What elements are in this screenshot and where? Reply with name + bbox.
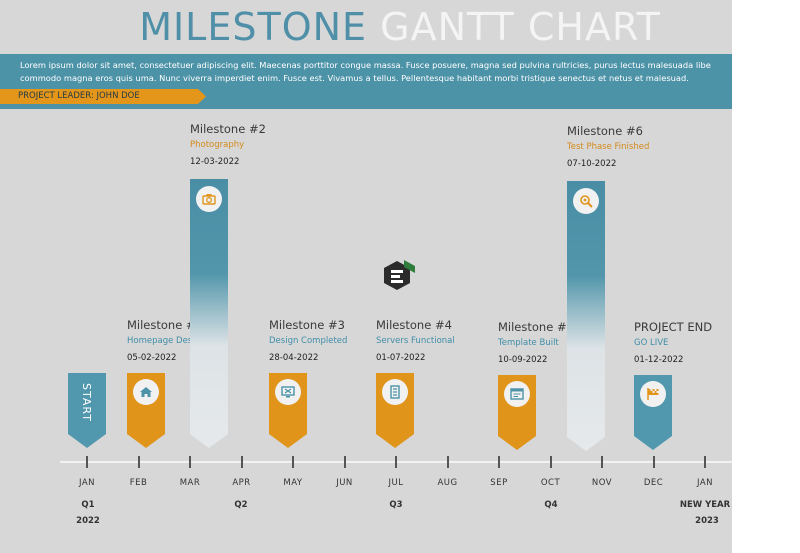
- milestone-2-info: Milestone #2 Photography 12-03-2022: [190, 122, 266, 167]
- milestone-1-name: Milestone #1: [127, 318, 203, 332]
- page-title: MILESTONE GANTT CHART: [0, 5, 732, 49]
- milestone-2-marker: [190, 179, 228, 448]
- month-label: JAN: [696, 478, 714, 488]
- milestone-6-date: 07-10-2022: [567, 159, 617, 169]
- month-label: JAN: [78, 478, 96, 488]
- milestone-5-date: 10-09-2022: [498, 355, 548, 365]
- new-year-label: NEW YEAR: [679, 500, 731, 510]
- milestone-4-marker: [376, 373, 414, 448]
- month-tick: [652, 456, 655, 468]
- description-text: Lorem ipsum dolor sit amet, consectetuer…: [20, 59, 732, 84]
- milestone-4-info: Milestone #4 Servers Functional 01-07-20…: [376, 318, 455, 363]
- milestone-3-subtitle: Design Completed: [269, 336, 348, 346]
- milestone-6-info: Milestone #6 Test Phase Finished 07-10-2…: [567, 124, 649, 169]
- month-label: AUG: [437, 478, 458, 488]
- month-tick: [549, 456, 552, 468]
- monitor-icon: [275, 379, 301, 405]
- milestone-2-date: 12-03-2022: [190, 157, 240, 167]
- description-line-1: Lorem ipsum dolor sit amet, consectetuer…: [20, 60, 711, 70]
- month-tick: [601, 456, 603, 468]
- title-part-1: MILESTONE: [139, 5, 368, 49]
- project-end-info: PROJECT END GO LIVE 01-12-2022: [634, 320, 712, 365]
- milestone-5-info: Milestone #5 Template Built 10-09-2022: [498, 320, 574, 365]
- month-label: JUN: [336, 478, 353, 488]
- start-label: START: [80, 383, 93, 422]
- quarter-label-q2: Q2: [234, 500, 248, 510]
- milestone-3-marker: [269, 373, 307, 448]
- month-tick: [137, 456, 140, 468]
- milestone-1-subtitle: Homepage Designed: [127, 336, 217, 346]
- magnifier-icon: [573, 188, 599, 214]
- milestone-6-name: Milestone #6: [567, 124, 643, 138]
- milestone-2-name: Milestone #2: [190, 122, 266, 136]
- month-tick: [86, 456, 88, 468]
- milestone-5-name: Milestone #5: [498, 320, 574, 334]
- milestone-2-subtitle: Photography: [190, 140, 245, 150]
- month-label: DEC: [643, 478, 664, 488]
- milestone-1-date: 05-02-2022: [127, 353, 177, 363]
- month-label: APR: [232, 478, 251, 488]
- month-tick: [446, 456, 449, 468]
- quarter-label-q4: Q4: [544, 500, 558, 510]
- month-label: MAY: [283, 478, 303, 488]
- milestone-6-marker: [567, 181, 605, 451]
- month-label: OCT: [540, 478, 561, 488]
- milestone-3-name: Milestone #3: [269, 318, 345, 332]
- browser-window-icon: [504, 381, 530, 407]
- server-icon: [382, 379, 408, 405]
- month-tick: [240, 456, 243, 468]
- camera-icon: [196, 186, 222, 212]
- month-tick: [189, 456, 191, 468]
- project-end-subtitle: GO LIVE: [634, 338, 669, 348]
- year-label-start: 2022: [76, 516, 100, 526]
- project-end-marker: [634, 375, 672, 450]
- milestone-4-subtitle: Servers Functional: [376, 336, 455, 346]
- month-tick: [292, 456, 294, 468]
- project-end-date: 01-12-2022: [634, 355, 684, 365]
- milestone-5-marker: [498, 375, 536, 450]
- description-line-2: commodo magna eros quis uma. Nunc viverr…: [20, 72, 689, 83]
- start-marker: START: [68, 373, 106, 448]
- month-label: FEB: [129, 478, 148, 488]
- month-label: SEP: [490, 478, 508, 488]
- home-icon: [133, 379, 159, 405]
- project-leader-label: PROJECT LEADER: JOHN DOE: [18, 91, 140, 101]
- month-tick: [343, 456, 346, 468]
- project-leader-banner: PROJECT LEADER: JOHN DOE: [0, 89, 206, 104]
- project-end-name: PROJECT END: [634, 320, 713, 334]
- month-label: MAR: [179, 478, 201, 488]
- month-tick: [395, 456, 397, 468]
- milestone-6-subtitle: Test Phase Finished: [567, 142, 650, 152]
- quarter-label-q3: Q3: [389, 500, 403, 510]
- month-label: NOV: [591, 478, 613, 488]
- month-tick: [498, 456, 500, 468]
- milestone-1-marker: [127, 373, 165, 448]
- milestone-3-info: Milestone #3 Design Completed 28-04-2022: [269, 318, 347, 363]
- milestone-1-info: Milestone #1 Homepage Designed 05-02-202…: [127, 318, 216, 363]
- company-logo: [382, 259, 416, 293]
- finish-flag-icon: [640, 381, 666, 407]
- quarter-label-q1: Q1: [81, 500, 95, 510]
- milestone-4-date: 01-07-2022: [376, 353, 426, 363]
- milestone-4-name: Milestone #4: [376, 318, 452, 332]
- milestone-5-subtitle: Template Built: [498, 338, 559, 348]
- month-label: JUL: [388, 478, 404, 488]
- gantt-canvas: MILESTONE GANTT CHART Lorem ipsum dolor …: [0, 0, 732, 553]
- title-part-2: GANTT CHART: [380, 5, 661, 49]
- month-tick: [704, 456, 706, 468]
- year-label-end: 2023: [695, 516, 719, 526]
- milestone-3-date: 28-04-2022: [269, 353, 319, 363]
